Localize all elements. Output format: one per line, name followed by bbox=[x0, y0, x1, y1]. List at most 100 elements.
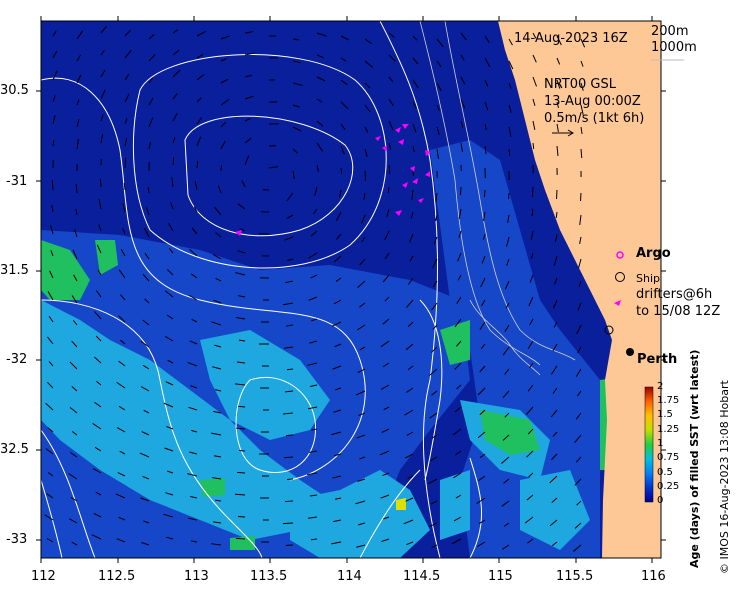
current-vector bbox=[46, 493, 54, 499]
current-vector bbox=[430, 500, 438, 505]
y-tick: 31.5 bbox=[0, 263, 29, 278]
current-vector bbox=[578, 258, 582, 268]
x-tick: 112.5 bbox=[98, 569, 136, 584]
current-vector bbox=[458, 208, 462, 219]
current-vector bbox=[292, 104, 300, 108]
current-vector bbox=[527, 428, 534, 435]
current-vector bbox=[72, 249, 78, 260]
colorbar-tick: 0.25 bbox=[657, 481, 680, 492]
current-vector bbox=[286, 214, 294, 219]
current-vector bbox=[49, 270, 54, 279]
current-vector bbox=[451, 538, 462, 545]
current-vector bbox=[148, 142, 151, 150]
current-vector bbox=[217, 185, 222, 194]
current-vector bbox=[427, 478, 438, 485]
current-vector bbox=[507, 214, 510, 223]
current-vector bbox=[45, 448, 54, 455]
current-vector bbox=[334, 343, 342, 348]
current-vector bbox=[168, 222, 174, 232]
current-vector bbox=[166, 314, 174, 320]
current-vector bbox=[285, 280, 294, 284]
current-vector bbox=[310, 384, 318, 388]
current-vector bbox=[73, 274, 78, 282]
current-vector bbox=[356, 544, 366, 548]
current-vector bbox=[526, 406, 534, 415]
current-vector bbox=[481, 299, 486, 307]
current-vector bbox=[282, 412, 294, 415]
current-vector bbox=[95, 491, 102, 496]
current-vector bbox=[508, 38, 513, 46]
tick-marks bbox=[36, 16, 666, 563]
current-vector bbox=[453, 472, 462, 479]
current-vector bbox=[292, 60, 301, 64]
current-vector bbox=[459, 186, 462, 196]
current-vector bbox=[124, 73, 130, 81]
current-vector bbox=[431, 544, 438, 548]
current-vector bbox=[214, 499, 222, 502]
current-vector bbox=[532, 120, 536, 130]
current-vector bbox=[188, 295, 198, 301]
current-vector bbox=[220, 78, 229, 84]
current-vector bbox=[482, 211, 486, 221]
current-vector bbox=[333, 519, 342, 523]
current-vector bbox=[123, 182, 126, 191]
current-vector bbox=[96, 244, 102, 254]
current-vector bbox=[148, 117, 154, 128]
current-vector bbox=[432, 324, 438, 330]
current-vector bbox=[284, 236, 294, 241]
current-vector bbox=[100, 49, 105, 56]
current-vector bbox=[144, 298, 150, 304]
current-vector bbox=[51, 179, 54, 191]
current-vector bbox=[436, 82, 442, 92]
current-vector bbox=[244, 118, 251, 122]
credit-text: © IMOS 16-Aug-2023 13:08 Hobart bbox=[718, 380, 731, 574]
current-vector bbox=[284, 500, 294, 503]
current-vector bbox=[388, 142, 392, 150]
current-vector bbox=[357, 368, 366, 373]
current-vector bbox=[484, 123, 487, 130]
current-vector bbox=[551, 497, 558, 504]
argo-legend-label: Argo bbox=[636, 246, 671, 261]
current-vector bbox=[316, 120, 324, 127]
current-vector bbox=[355, 500, 366, 505]
current-vector bbox=[478, 519, 486, 525]
current-vector bbox=[504, 280, 510, 290]
current-vector bbox=[190, 385, 198, 389]
current-vector bbox=[380, 340, 390, 348]
current-vector bbox=[407, 475, 414, 480]
current-vector bbox=[456, 384, 462, 390]
current-vector bbox=[502, 434, 510, 441]
current-vector bbox=[460, 32, 467, 41]
current-vector bbox=[124, 118, 128, 125]
current-vector bbox=[120, 339, 126, 345]
current-vector bbox=[573, 544, 582, 552]
current-vector bbox=[456, 296, 462, 305]
current-vector bbox=[554, 277, 558, 285]
current-vector bbox=[530, 230, 534, 240]
isobath-label-b: 1000m bbox=[651, 40, 697, 55]
current-vector bbox=[310, 230, 318, 237]
current-vector bbox=[363, 192, 366, 200]
current-vector bbox=[388, 120, 394, 131]
current-vector bbox=[163, 402, 174, 408]
x-tick: 115 bbox=[488, 569, 513, 584]
current-vector bbox=[479, 321, 486, 330]
current-vector bbox=[166, 269, 174, 276]
current-vector bbox=[68, 518, 78, 524]
current-vector bbox=[576, 500, 582, 506]
current-vector bbox=[172, 49, 180, 56]
current-vector bbox=[406, 299, 414, 308]
current-vector bbox=[308, 406, 318, 410]
current-vector bbox=[502, 346, 510, 356]
current-vector bbox=[168, 248, 174, 254]
current-vector bbox=[477, 431, 486, 439]
current-vector bbox=[292, 38, 299, 41]
current-vector bbox=[310, 538, 318, 541]
current-vector bbox=[412, 145, 415, 152]
current-vector bbox=[51, 205, 54, 213]
current-vector bbox=[454, 318, 462, 328]
current-vector bbox=[44, 514, 54, 521]
current-vector bbox=[340, 145, 345, 155]
current-vector bbox=[383, 516, 390, 520]
current-vector bbox=[94, 401, 102, 408]
